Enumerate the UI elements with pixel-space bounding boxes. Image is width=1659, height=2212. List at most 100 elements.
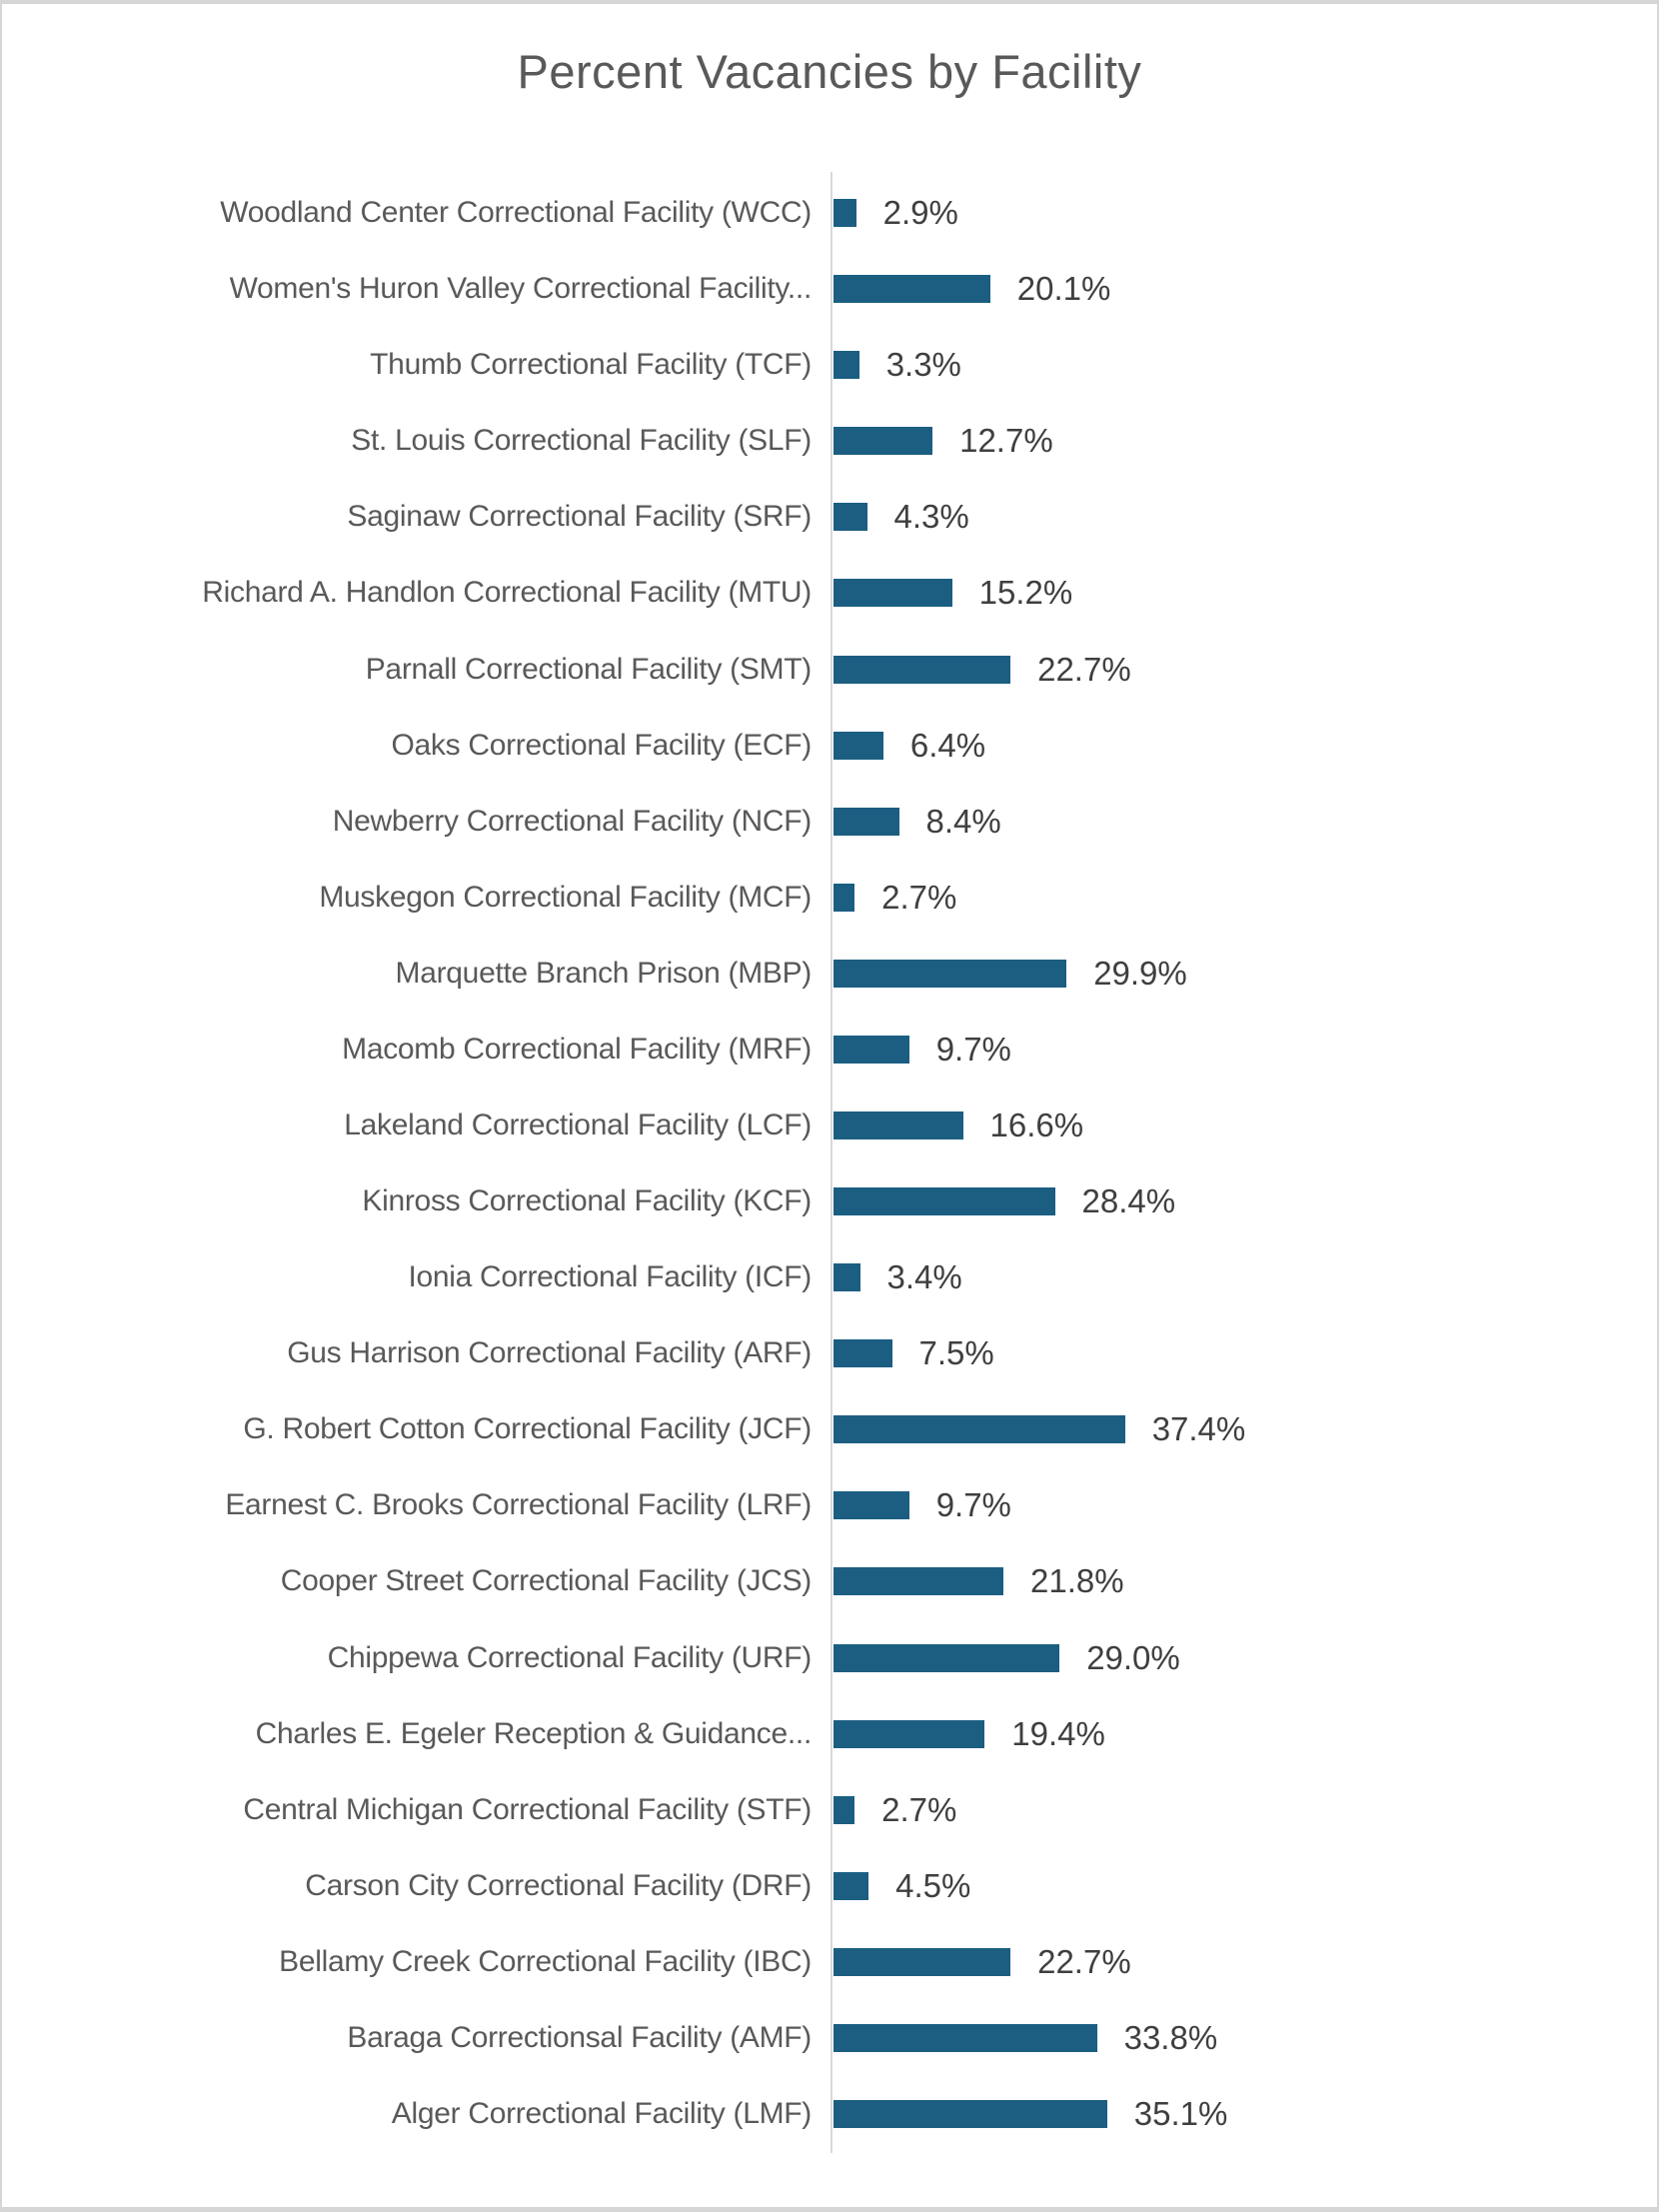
- bar: [833, 883, 855, 912]
- value-label: 12.7%: [959, 422, 1053, 460]
- bar-row: Thumb Correctional Facility (TCF) 3.3%: [2, 327, 1657, 403]
- bar: [833, 1719, 985, 1748]
- bar-chart-plot-area: Woodland Center Correctional Facility (W…: [2, 175, 1657, 2152]
- bar: [833, 1187, 1055, 1216]
- bar: [833, 1567, 1003, 1596]
- row-plot: 4.3%: [831, 479, 1657, 555]
- category-label: Saginaw Correctional Facility (SRF): [347, 500, 812, 534]
- value-label: 4.5%: [895, 1866, 971, 1904]
- category-label: Richard A. Handlon Correctional Facility…: [202, 576, 812, 610]
- row-plot: 2.7%: [831, 1772, 1657, 1848]
- bar-row: Oaks Correctional Facility (ECF) 6.4%: [2, 708, 1657, 784]
- category-label: Lakeland Correctional Facility (LCF): [344, 1107, 812, 1141]
- bar: [833, 959, 1067, 988]
- category-label: Carson City Correctional Facility (DRF): [305, 1868, 812, 1902]
- bar-row: Saginaw Correctional Facility (SRF) 4.3%: [2, 479, 1657, 555]
- category-label: Chippewa Correctional Facility (URF): [327, 1640, 813, 1674]
- bar: [833, 1035, 909, 1064]
- bar-row: Central Michigan Correctional Facility (…: [2, 1772, 1657, 1848]
- row-plot: 19.4%: [831, 1696, 1657, 1772]
- value-label: 29.0%: [1086, 1638, 1180, 1676]
- bar-row: Parnall Correctional Facility (SMT) 22.7%: [2, 631, 1657, 707]
- value-label: 16.6%: [989, 1106, 1084, 1143]
- bar: [833, 1643, 1060, 1672]
- category-label: Marquette Branch Prison (MBP): [395, 956, 813, 990]
- value-label: 28.4%: [1081, 1182, 1176, 1220]
- bar: [833, 1415, 1125, 1444]
- row-plot: 16.6%: [831, 1088, 1657, 1163]
- value-label: 2.7%: [881, 878, 957, 916]
- category-label: Cooper Street Correctional Facility (JCS…: [280, 1564, 813, 1598]
- bar-row: Baraga Correctionsal Facility (AMF) 33.8%: [2, 2000, 1657, 2076]
- bar-row: Newberry Correctional Facility (NCF) 8.4%: [2, 784, 1657, 860]
- row-plot: 8.4%: [831, 784, 1657, 860]
- row-plot: 20.1%: [831, 251, 1657, 327]
- category-label: Macomb Correctional Facility (MRF): [342, 1032, 812, 1066]
- value-label: 8.4%: [925, 802, 1001, 840]
- bar: [833, 351, 859, 380]
- category-label: Newberry Correctional Facility (NCF): [332, 804, 813, 838]
- bar: [833, 731, 883, 760]
- row-plot: 3.4%: [831, 1239, 1657, 1315]
- bar-row: Carson City Correctional Facility (DRF) 4…: [2, 1848, 1657, 1924]
- row-plot: 28.4%: [831, 1163, 1657, 1239]
- bar: [833, 275, 990, 304]
- bar-row: Gus Harrison Correctional Facility (ARF)…: [2, 1315, 1657, 1391]
- bar: [833, 1795, 855, 1824]
- row-plot: 7.5%: [831, 1315, 1657, 1391]
- value-label: 15.2%: [978, 574, 1073, 612]
- value-label: 35.1%: [1133, 2094, 1228, 2132]
- row-plot: 3.3%: [831, 327, 1657, 403]
- row-plot: 12.7%: [831, 403, 1657, 479]
- value-label: 33.8%: [1123, 2018, 1218, 2056]
- category-label: Baraga Correctionsal Facility (AMF): [347, 2020, 812, 2054]
- bar-row: Richard A. Handlon Correctional Facility…: [2, 555, 1657, 631]
- row-plot: 4.5%: [831, 1848, 1657, 1924]
- bar: [833, 1947, 1011, 1976]
- value-label: 2.7%: [881, 1790, 957, 1828]
- bar-row: G. Robert Cotton Correctional Facility (…: [2, 1391, 1657, 1467]
- bar-row: Lakeland Correctional Facility (LCF) 16.6…: [2, 1088, 1657, 1163]
- value-label: 3.3%: [885, 346, 961, 384]
- row-plot: 21.8%: [831, 1543, 1657, 1619]
- row-plot: 9.7%: [831, 1012, 1657, 1088]
- bar: [833, 1339, 892, 1368]
- bar-row: Macomb Correctional Facility (MRF) 9.7%: [2, 1012, 1657, 1088]
- bar: [833, 427, 933, 456]
- category-label: Woodland Center Correctional Facility (W…: [220, 196, 812, 230]
- row-plot: 2.7%: [831, 860, 1657, 936]
- value-label: 37.4%: [1151, 1410, 1246, 1448]
- category-label: Alger Correctional Facility (LMF): [391, 2096, 813, 2130]
- bar-row: Alger Correctional Facility (LMF) 35.1%: [2, 2076, 1657, 2152]
- value-label: 7.5%: [918, 1334, 994, 1372]
- category-label: Muskegon Correctional Facility (MCF): [319, 880, 812, 914]
- value-label: 4.3%: [893, 498, 969, 536]
- bar-row: Bellamy Creek Correctional Facility (IBC…: [2, 1924, 1657, 2000]
- row-plot: 6.4%: [831, 708, 1657, 784]
- value-label: 29.9%: [1093, 954, 1187, 992]
- row-plot: 35.1%: [831, 2076, 1657, 2152]
- category-label: Gus Harrison Correctional Facility (ARF): [287, 1336, 812, 1370]
- row-plot: 2.9%: [831, 175, 1657, 251]
- value-label: 9.7%: [935, 1486, 1011, 1524]
- category-label: Women's Huron Valley Correctional Facili…: [229, 272, 813, 306]
- row-plot: 15.2%: [831, 555, 1657, 631]
- bar-row: St. Louis Correctional Facility (SLF) 12.…: [2, 403, 1657, 479]
- bar-row: Women's Huron Valley Correctional Facili…: [2, 251, 1657, 327]
- bar: [833, 1263, 860, 1292]
- category-label: Parnall Correctional Facility (SMT): [365, 652, 813, 686]
- bar-row: Woodland Center Correctional Facility (W…: [2, 175, 1657, 251]
- row-plot: 29.9%: [831, 936, 1657, 1012]
- category-label: Central Michigan Correctional Facility (…: [243, 1792, 812, 1826]
- bar: [833, 1110, 963, 1139]
- row-plot: 9.7%: [831, 1467, 1657, 1543]
- category-label: Kinross Correctional Facility (KCF): [362, 1184, 812, 1218]
- bar: [833, 199, 856, 228]
- value-label: 6.4%: [909, 726, 986, 764]
- value-label: 2.9%: [882, 194, 958, 232]
- row-plot: 33.8%: [831, 2000, 1657, 2076]
- bar-row: Ionia Correctional Facility (ICF) 3.4%: [2, 1239, 1657, 1315]
- category-axis-line: [830, 172, 832, 2153]
- chart-title: Percent Vacancies by Facility: [517, 45, 1142, 98]
